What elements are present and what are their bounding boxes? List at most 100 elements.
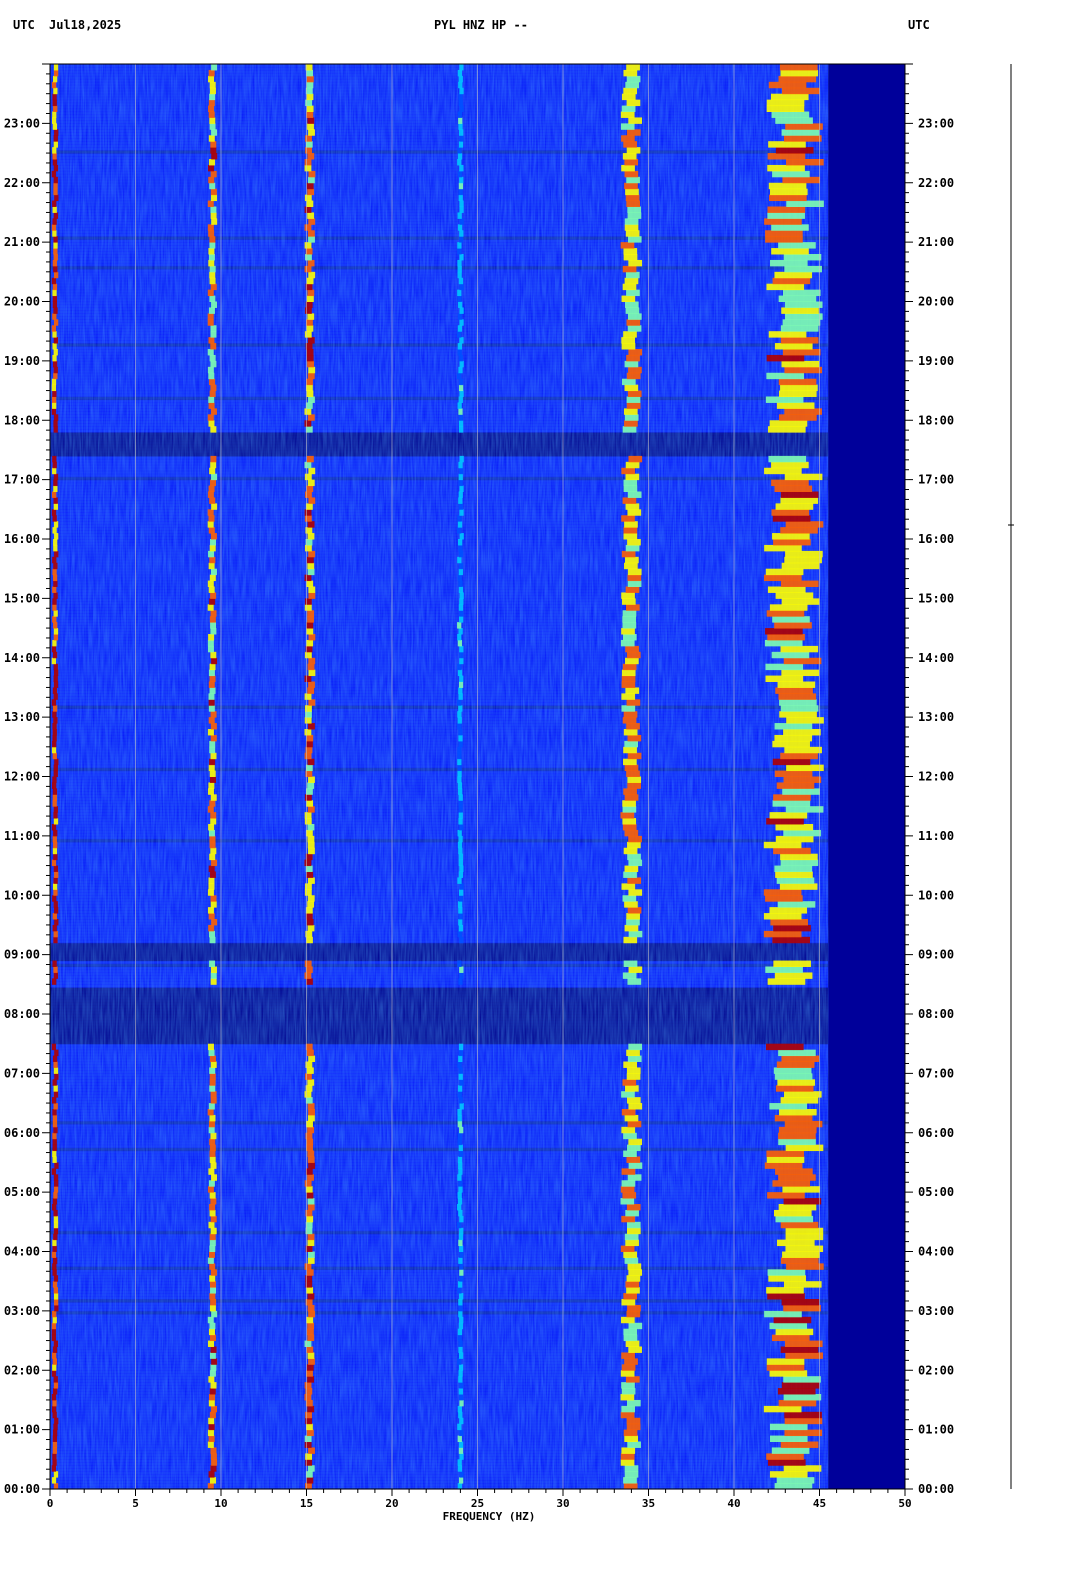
- spectral-line-cell: [776, 877, 815, 884]
- spectral-line-cell: [773, 1067, 812, 1074]
- spectral-line-cell: [307, 313, 315, 320]
- spectral-line-cell: [772, 616, 810, 623]
- x-tick-label: 40: [727, 1497, 740, 1510]
- spectral-line-cell: [210, 1287, 217, 1294]
- spectral-line-cell: [774, 1209, 812, 1217]
- spectral-line-cell: [305, 539, 313, 546]
- spectral-line-cell: [53, 1388, 58, 1395]
- spectral-line-cell: [765, 895, 803, 902]
- spectral-line-cell: [620, 1186, 635, 1193]
- x-tick-label: 25: [471, 1497, 484, 1510]
- spectral-line-cell: [52, 259, 57, 267]
- x-tick-label: 15: [300, 1497, 313, 1510]
- spectral-line-cell: [210, 479, 216, 487]
- spectral-line-cell: [305, 283, 313, 291]
- spectral-line-cell: [621, 295, 636, 302]
- spectral-line-cell: [207, 788, 214, 795]
- spectral-line-cell: [775, 1168, 813, 1175]
- spectral-line-cell: [459, 200, 464, 207]
- spectral-line-cell: [307, 758, 315, 766]
- spectral-line-cell: [767, 426, 806, 433]
- spectral-line-cell: [628, 1346, 642, 1353]
- spectral-line-cell: [211, 1310, 218, 1318]
- spectral-line-cell: [781, 1299, 820, 1306]
- x-axis-label: FREQUENCY (HZ): [443, 1510, 536, 1523]
- spectral-line-cell: [51, 657, 57, 665]
- spectral-line-cell: [208, 865, 215, 872]
- spectral-line-cell: [457, 153, 463, 160]
- spectral-line-cell: [306, 556, 314, 564]
- spectral-line-cell: [626, 64, 640, 71]
- spectral-line-cell: [53, 669, 59, 677]
- spectral-line-cell: [625, 271, 640, 279]
- spectral-line-cell: [52, 586, 57, 593]
- spectral-line-cell: [208, 230, 215, 237]
- spectral-line-cell: [772, 533, 810, 540]
- spectral-line-cell: [768, 1275, 806, 1282]
- spectral-line-cell: [622, 1192, 637, 1199]
- spectral-line-cell: [457, 1198, 463, 1205]
- spectral-line-cell: [457, 764, 462, 772]
- spectral-line-cell: [210, 1346, 217, 1353]
- spectral-line-cell: [621, 343, 636, 350]
- high-frequency-rolloff: [828, 64, 905, 1489]
- spectral-line-cell: [769, 1435, 808, 1442]
- spectral-line-cell: [51, 325, 57, 332]
- spectral-line-cell: [771, 651, 810, 659]
- spectral-line-cell: [774, 622, 812, 629]
- spectral-line-cell: [781, 562, 820, 570]
- spectral-line-cell: [306, 69, 313, 77]
- y-tick-label-right: 16:00: [918, 532, 954, 546]
- spectral-line-cell: [786, 764, 824, 772]
- spectral-line-cell: [626, 1399, 641, 1407]
- spectral-line-cell: [307, 835, 315, 843]
- spectral-line-cell: [458, 75, 463, 83]
- spectral-line-cell: [784, 1417, 823, 1425]
- spectral-line-cell: [459, 1263, 464, 1270]
- right-timezone-label: UTC: [908, 18, 930, 32]
- spectral-line-cell: [621, 467, 636, 475]
- spectral-line-cell: [53, 75, 58, 83]
- spectral-line-cell: [457, 1192, 462, 1199]
- spectral-line-cell: [308, 699, 316, 706]
- spectral-line-cell: [52, 978, 57, 985]
- spectral-line-cell: [209, 242, 216, 249]
- spectral-line-cell: [769, 604, 808, 611]
- spectral-line-cell: [457, 1221, 462, 1229]
- spectral-line-cell: [626, 99, 641, 107]
- spectral-line-cell: [786, 1263, 824, 1270]
- y-tick-label-left: 16:00: [4, 532, 40, 546]
- spectral-line-cell: [765, 396, 804, 403]
- spectral-line-cell: [306, 182, 314, 190]
- spectral-line-cell: [627, 853, 641, 861]
- spectral-line-cell: [53, 265, 58, 273]
- spectral-line-cell: [623, 527, 638, 534]
- spectral-line-cell: [304, 515, 312, 522]
- spectral-line-cell: [52, 1144, 57, 1152]
- spectral-line-cell: [778, 1174, 816, 1181]
- spectral-line-cell: [211, 301, 218, 308]
- spectral-line-cell: [305, 64, 313, 71]
- spectral-line-cell: [457, 639, 463, 647]
- spectral-line-cell: [459, 64, 464, 71]
- spectral-line-cell: [209, 159, 215, 166]
- spectral-line-cell: [208, 699, 215, 706]
- spectral-line-cell: [458, 1346, 463, 1353]
- spectral-line-cell: [457, 1334, 462, 1342]
- spectral-line-cell: [307, 616, 314, 623]
- spectral-line-cell: [459, 865, 464, 872]
- spectral-line-cell: [207, 313, 214, 320]
- spectral-line-cell: [458, 859, 463, 867]
- spectral-line-cell: [305, 770, 313, 777]
- spectral-line-cell: [305, 1299, 313, 1306]
- spectral-line-cell: [459, 1251, 464, 1258]
- spectral-line-cell: [52, 117, 57, 124]
- spectral-line-cell: [625, 544, 640, 552]
- spectral-line-cell: [774, 271, 813, 279]
- spectral-line-cell: [208, 883, 215, 890]
- spectral-line-cell: [457, 248, 462, 255]
- spectral-line-cell: [208, 1399, 215, 1407]
- spectral-line-cell: [625, 1340, 640, 1347]
- spectral-line-cell: [622, 634, 637, 641]
- spectral-line-cell: [53, 889, 58, 896]
